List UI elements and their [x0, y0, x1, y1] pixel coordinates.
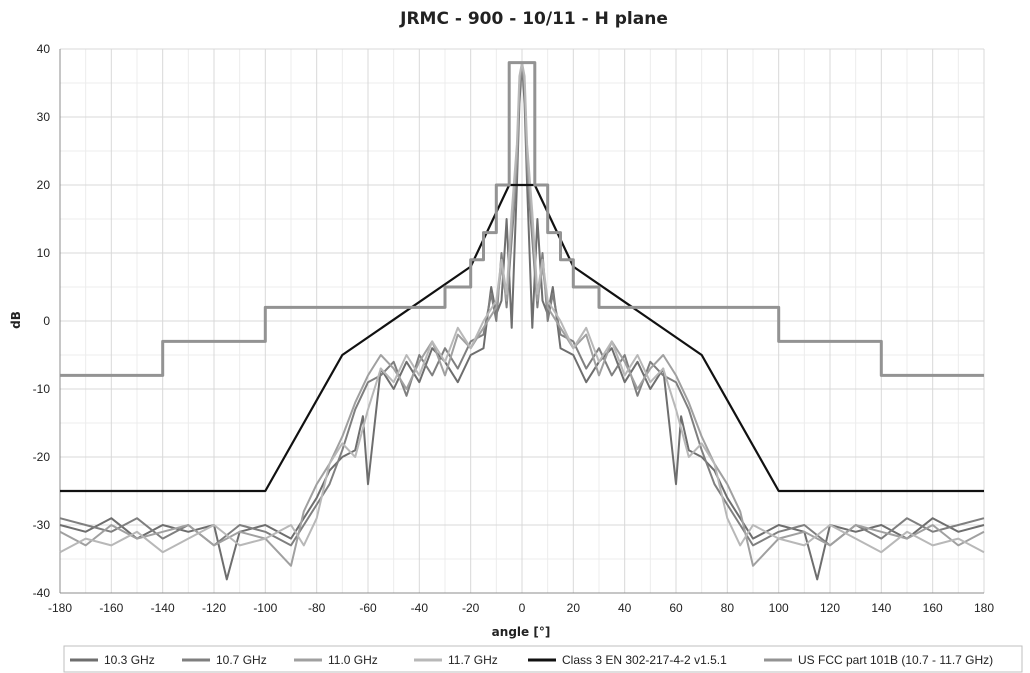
x-tick-label: -80	[308, 601, 326, 615]
x-tick-label: -60	[359, 601, 377, 615]
x-tick-label: -160	[99, 601, 123, 615]
x-tick-label: -180	[48, 601, 72, 615]
x-tick-label: 100	[769, 601, 789, 615]
x-axis-label: angle [°]	[492, 625, 551, 639]
legend-label: 11.0 GHz	[328, 653, 378, 667]
x-tick-label: -100	[253, 601, 277, 615]
chart-title: JRMC - 900 - 10/11 - H plane	[399, 9, 668, 29]
x-tick-label: -20	[462, 601, 480, 615]
y-tick-label: 0	[43, 314, 50, 328]
legend-label: 11.7 GHz	[448, 653, 498, 667]
y-axis-label: dB	[9, 311, 23, 329]
series-line-5	[60, 183, 984, 493]
legend-label: Class 3 EN 302-217-4-2 v1.5.1	[562, 653, 727, 667]
x-tick-label: 0	[519, 601, 526, 615]
y-tick-label: -40	[33, 586, 51, 600]
legend: 10.3 GHz 10.7 GHz 11.0 GHz 11.7 GHz Class 3 …	[70, 653, 993, 667]
y-tick-label: -20	[33, 450, 51, 464]
legend-label: 10.7 GHz	[216, 653, 267, 667]
x-tick-label: 180	[974, 601, 994, 615]
y-tick-label: 30	[37, 110, 51, 124]
x-tick-labels: -180 -160 -140 -120 -100 -80 -60 -40 -20 0 20 40 60 8…	[48, 601, 994, 615]
y-tick-label: 20	[37, 178, 51, 192]
x-tick-label: 60	[669, 601, 683, 615]
x-tick-label: 160	[923, 601, 943, 615]
x-tick-label: 80	[721, 601, 735, 615]
x-tick-label: 40	[618, 601, 632, 615]
legend-box	[63, 645, 1023, 673]
legend-label: US FCC part 101B (10.7 - 11.7 GHz)	[798, 653, 993, 667]
y-tick-label: 10	[37, 246, 51, 260]
y-tick-label: 40	[37, 42, 51, 56]
x-tick-label: -40	[411, 601, 429, 615]
x-tick-label: -120	[202, 601, 226, 615]
series-line-6	[60, 61, 984, 377]
y-tick-label: -30	[33, 518, 51, 532]
x-tick-label: 140	[871, 601, 891, 615]
series-group	[59, 61, 985, 581]
x-tick-label: 20	[567, 601, 581, 615]
y-tick-label: -10	[33, 382, 51, 396]
y-tick-labels: -40 -30 -20 -10 0 10 20 30 40	[33, 42, 51, 600]
x-tick-label: -140	[151, 601, 175, 615]
grid	[59, 48, 985, 594]
x-tick-label: 120	[820, 601, 840, 615]
legend-label: 10.3 GHz	[104, 653, 155, 667]
